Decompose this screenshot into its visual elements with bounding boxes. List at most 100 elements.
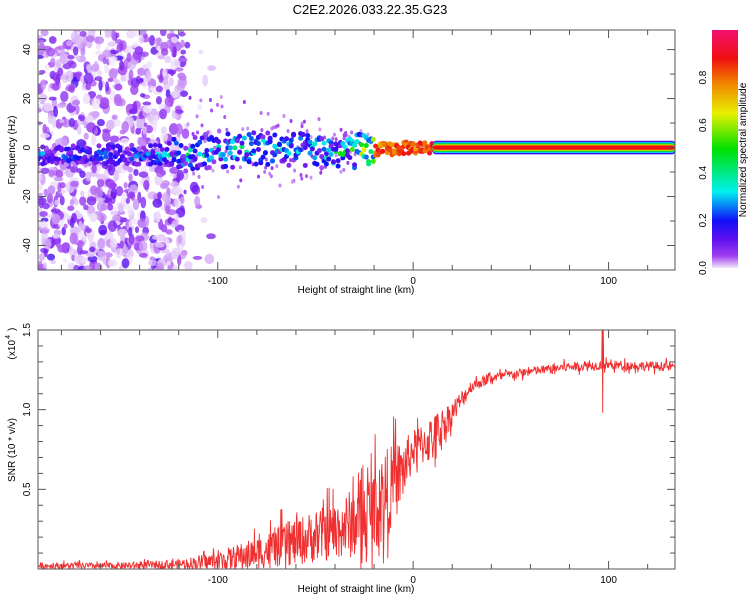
- heatmap-cell: [85, 35, 95, 43]
- heatmap-cell: [251, 148, 257, 154]
- heatmap-cell: [239, 178, 243, 183]
- heatmap-cell: [40, 133, 50, 139]
- heatmap-cell: [116, 43, 124, 53]
- snr-scale-exp: 4: [5, 335, 12, 339]
- x-tick-label: -100: [208, 575, 228, 586]
- heatmap-cell: [83, 204, 89, 211]
- heatmap-cell: [72, 46, 79, 56]
- heatmap-cell: [167, 216, 173, 225]
- heatmap-cell: [225, 127, 229, 132]
- heatmap-cell: [67, 205, 75, 211]
- heatmap-cell: [201, 184, 205, 189]
- heatmap-cell: [119, 129, 126, 135]
- heatmap-cell: [69, 217, 75, 228]
- heatmap-cell: [110, 210, 119, 216]
- heatmap-cell: [58, 147, 64, 153]
- colorbar-tick-label: 0.8: [698, 70, 709, 84]
- heatmap-cell: [317, 117, 321, 122]
- heatmap-cell: [146, 115, 155, 121]
- heatmap-cell: [152, 198, 163, 208]
- heatmap-cell: [164, 146, 170, 152]
- heatmap-cell: [102, 49, 112, 58]
- heatmap-cell: [192, 171, 196, 176]
- heatmap-cell: [108, 152, 114, 158]
- heatmap-cell: [127, 205, 134, 216]
- heatmap-cell: [230, 164, 236, 170]
- heatmap-cell: [157, 161, 163, 167]
- heatmap-cell: [96, 69, 103, 77]
- heatmap-cell: [57, 67, 64, 77]
- heatmap-cell: [334, 153, 338, 158]
- heatmap-cell: [55, 169, 64, 179]
- heatmap-cell: [140, 196, 147, 209]
- heatmap-cell: [63, 223, 68, 229]
- heatmap-cell: [108, 156, 114, 162]
- heatmap-cell: [43, 247, 48, 258]
- heatmap-cell: [148, 259, 158, 267]
- snr-ylabel: SNR (10 * v/v): [7, 418, 18, 482]
- heatmap-cell: [323, 151, 329, 157]
- heatmap-cell: [86, 205, 96, 214]
- heatmap-cell: [334, 137, 338, 142]
- heatmap-cell: [140, 93, 146, 98]
- heatmap-cell: [146, 61, 153, 69]
- heatmap-cell: [157, 55, 166, 60]
- heatmap-cell: [272, 132, 278, 138]
- heatmap-cell: [300, 131, 306, 137]
- heatmap-cell: [53, 105, 58, 118]
- heatmap-cell: [96, 178, 105, 188]
- heatmap-cell: [109, 135, 120, 143]
- heatmap-cell: [202, 74, 209, 87]
- heatmap-cell: [138, 171, 149, 178]
- heatmap-cell: [305, 129, 309, 134]
- heatmap-cell: [162, 68, 167, 78]
- heatmap-cell: [170, 181, 179, 188]
- colorbar-label: Normalized spectral amplitude: [738, 82, 749, 217]
- heatmap-cell: [50, 57, 56, 68]
- heatmap-cell: [187, 162, 193, 168]
- heatmap-cell: [79, 30, 87, 37]
- heatmap-cell: [183, 168, 189, 174]
- heatmap-cell: [54, 138, 62, 146]
- heatmap-cell: [190, 166, 196, 172]
- colorbar-tick-label: 0.2: [698, 213, 709, 227]
- heatmap-cell: [346, 160, 350, 165]
- heatmap-cell: [105, 146, 111, 152]
- heatmap-cell: [138, 252, 148, 258]
- heatmap-cell: [223, 163, 229, 169]
- heatmap-cell: [47, 185, 56, 195]
- heatmap-cell: [216, 102, 220, 107]
- heatmap-cell: [49, 169, 54, 177]
- colorbar-tick-label: 0.0: [698, 261, 709, 275]
- heatmap-cell: [161, 192, 170, 203]
- heatmap-cell: [326, 156, 332, 162]
- heatmap-cell: [286, 150, 292, 156]
- heatmap-cell: [179, 90, 189, 97]
- heatmap-cell: [178, 75, 187, 81]
- heatmap-cell: [291, 132, 297, 138]
- heatmap-cell: [160, 224, 168, 233]
- heatmap-cell: [171, 187, 182, 194]
- heatmap-cell: [102, 56, 107, 65]
- heatmap-cell: [190, 143, 196, 149]
- heatmap-cell: [90, 185, 98, 196]
- heatmap-cell: [73, 30, 81, 33]
- heatmap-cell: [319, 154, 325, 160]
- heatmap-cell: [347, 155, 353, 161]
- heatmap-band: [432, 145, 675, 150]
- heatmap-cell: [192, 156, 198, 162]
- heatmap-cell: [83, 132, 89, 140]
- heatmap-cell: [264, 165, 268, 170]
- heatmap-cell: [186, 122, 190, 127]
- heatmap-cell: [312, 141, 318, 147]
- heatmap-cell: [167, 68, 177, 75]
- heatmap-cell: [113, 170, 120, 182]
- heatmap-cell: [145, 69, 152, 82]
- heatmap-cell: [134, 226, 140, 234]
- heatmap-cell: [284, 136, 290, 142]
- heatmap-cell: [38, 253, 46, 261]
- heatmap-cell: [44, 64, 51, 70]
- heatmap-cell: [128, 44, 133, 54]
- heatmap-marks: [38, 30, 675, 270]
- heatmap-cell: [162, 75, 169, 86]
